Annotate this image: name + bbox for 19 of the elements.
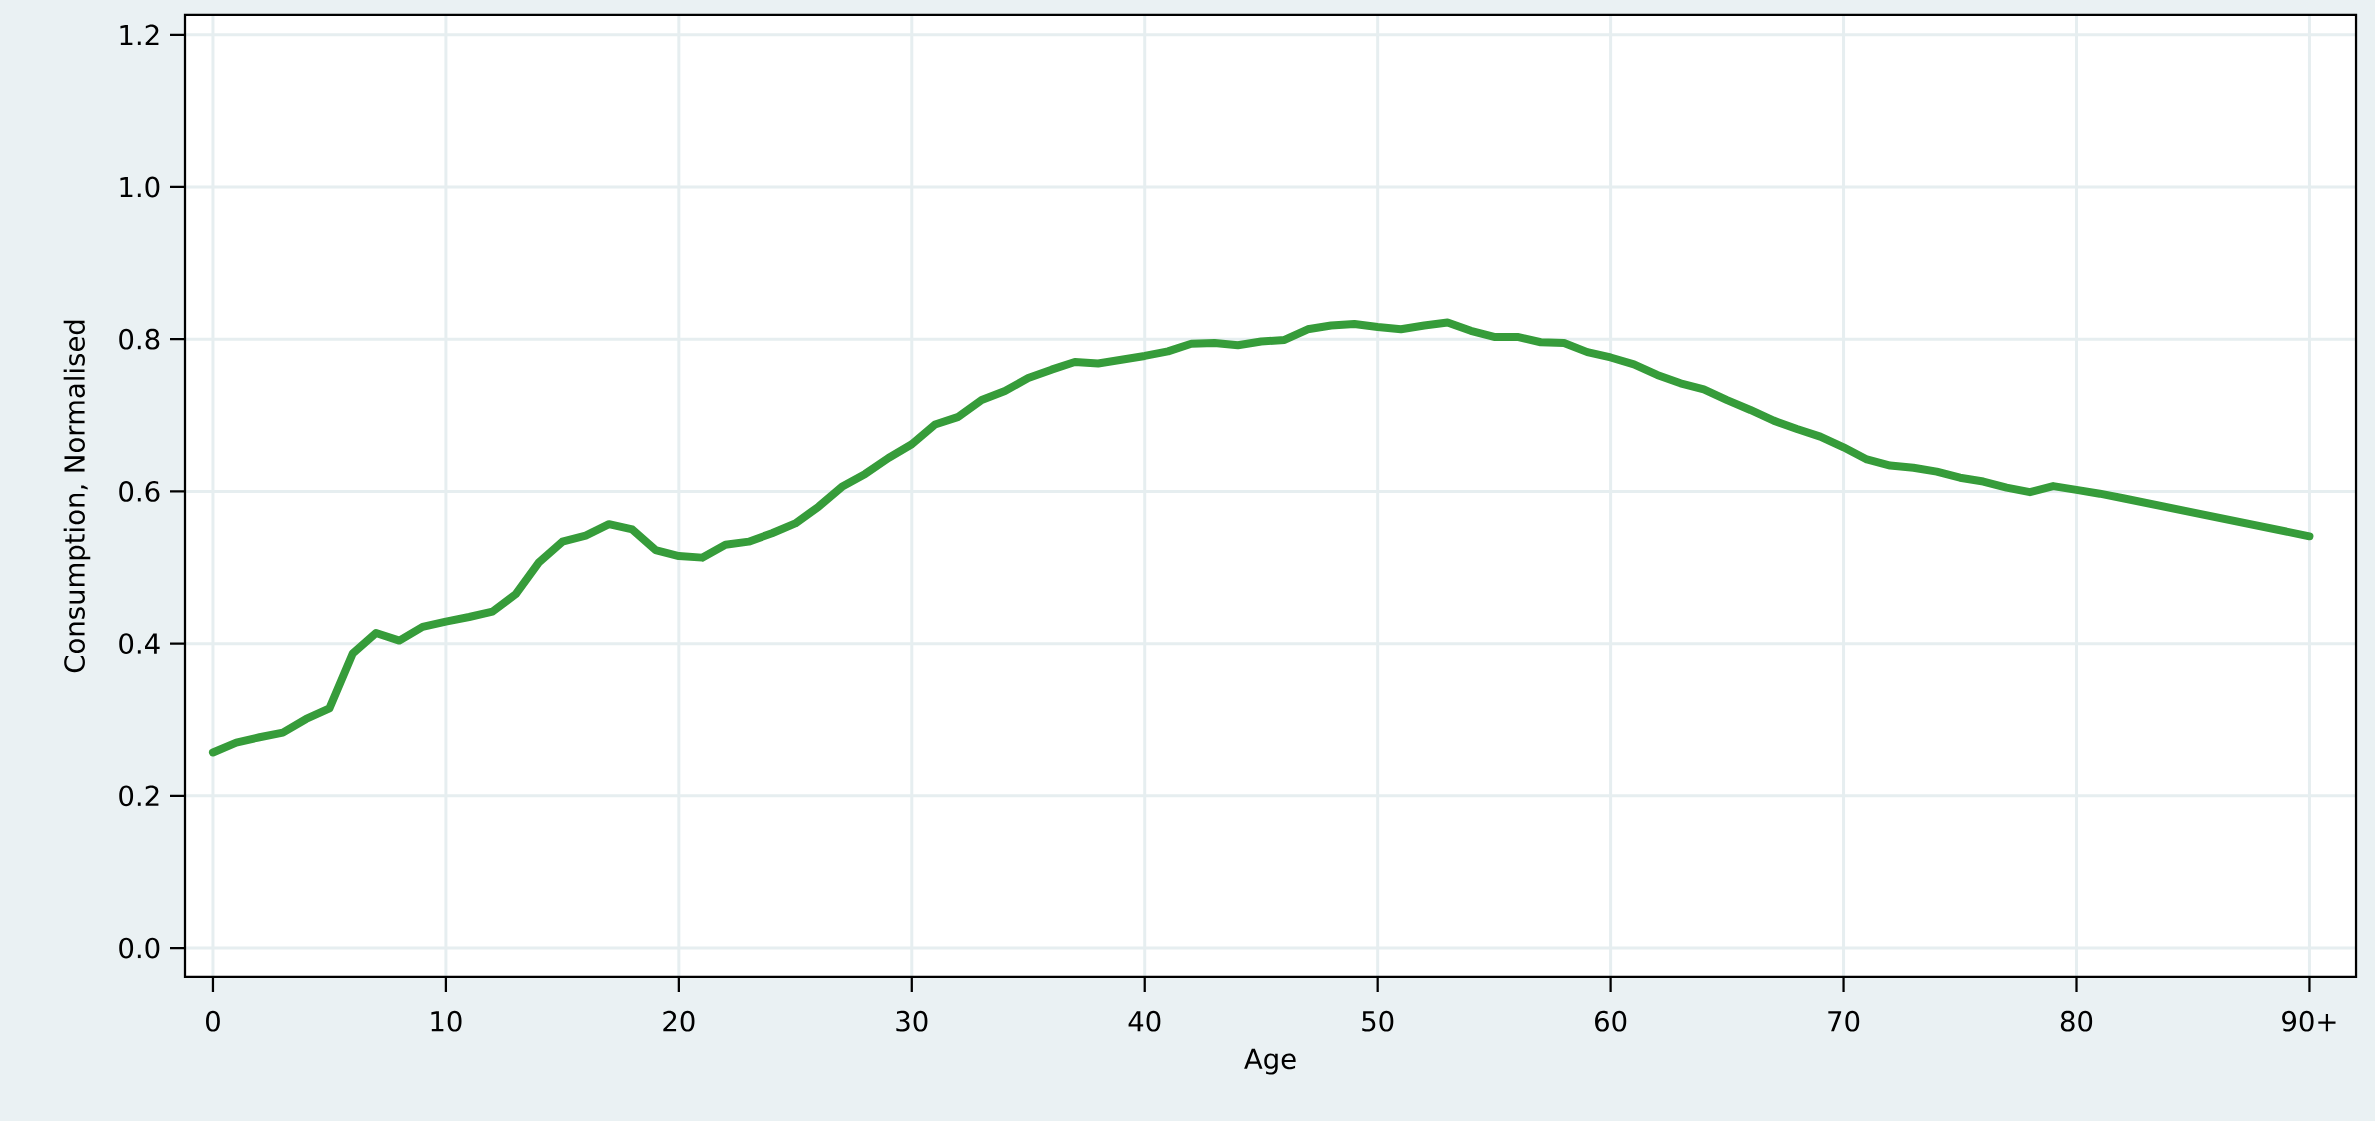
x-tick-label: 60 <box>1595 1010 1627 1032</box>
y-tick-label: 0.6 <box>119 481 160 502</box>
y-axis-title: Consumption, Normalised <box>63 320 91 673</box>
x-tick-label: 50 <box>1362 1010 1394 1032</box>
x-tick-label: 10 <box>431 1010 462 1032</box>
x-tick-label: 40 <box>1128 1010 1161 1032</box>
y-tick-label: 1.0 <box>120 176 160 198</box>
y-tick-label: 0.4 <box>119 633 160 655</box>
x-tick-label: 30 <box>896 1010 928 1032</box>
y-tick-label: 0.8 <box>119 328 160 350</box>
x-tick-label: 80 <box>2060 1010 2093 1032</box>
y-tick-label: 0.0 <box>119 937 160 959</box>
y-tick-label: 0.2 <box>119 785 159 807</box>
x-tick-label: 70 <box>1828 1010 1860 1032</box>
y-tick-label: 1.2 <box>120 24 159 45</box>
x-tick-label: 20 <box>663 1010 695 1032</box>
x-tick-label: 90+ <box>2282 1010 2336 1032</box>
x-axis-title: Age <box>1244 1048 1296 1075</box>
x-tick-label: 0 <box>206 1010 220 1032</box>
